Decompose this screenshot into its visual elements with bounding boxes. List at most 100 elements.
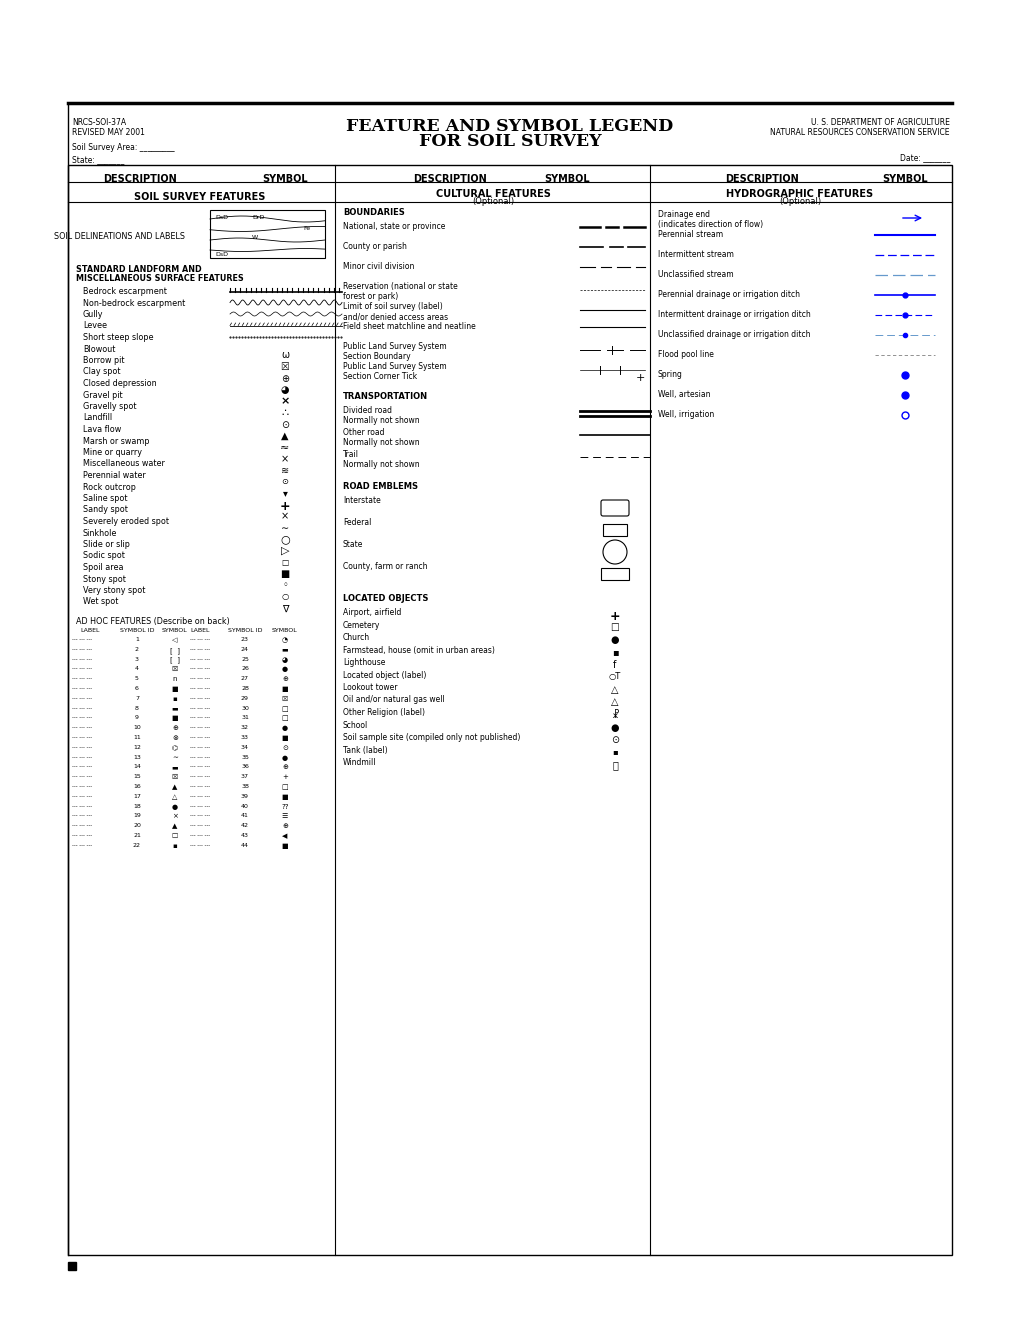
Text: Sodic spot: Sodic spot	[83, 552, 124, 561]
Text: ■: ■	[281, 686, 288, 692]
Text: Windmill: Windmill	[342, 758, 376, 767]
Text: ×: ×	[280, 396, 289, 407]
Text: 8: 8	[135, 706, 139, 710]
Text: Blowout: Blowout	[83, 345, 115, 354]
Text: HYDROGRAPHIC FEATURES: HYDROGRAPHIC FEATURES	[726, 189, 872, 199]
Text: [  ]: [ ]	[170, 647, 179, 653]
Text: ∼: ∼	[280, 523, 288, 533]
Text: ▾: ▾	[282, 488, 287, 499]
Text: n: n	[172, 676, 177, 682]
Bar	[602, 524, 627, 536]
Text: □: □	[281, 715, 288, 722]
Text: --- --- ---: --- --- ---	[72, 764, 92, 770]
Text: FOR SOIL SURVEY: FOR SOIL SURVEY	[418, 133, 601, 150]
Text: Federal: Federal	[342, 517, 371, 527]
Text: --- --- ---: --- --- ---	[190, 735, 210, 741]
Text: --- --- ---: --- --- ---	[190, 744, 210, 750]
Bar	[68, 165, 951, 1255]
Text: --- --- ---: --- --- ---	[72, 813, 92, 818]
Text: --- --- ---: --- --- ---	[190, 764, 210, 770]
Text: --- --- ---: --- --- ---	[72, 656, 92, 661]
Text: 2: 2	[135, 647, 139, 652]
Text: ⊕: ⊕	[282, 676, 287, 682]
Text: SYMBOL: SYMBOL	[272, 628, 298, 634]
Text: ◔: ◔	[281, 638, 287, 643]
Text: ☰: ☰	[281, 813, 287, 820]
Text: ■: ■	[280, 569, 289, 579]
Text: 20: 20	[132, 824, 141, 828]
Text: ≈: ≈	[280, 442, 289, 453]
Text: Non-bedrock escarpment: Non-bedrock escarpment	[83, 298, 185, 308]
Text: LABEL: LABEL	[81, 628, 100, 634]
Text: f: f	[612, 660, 616, 671]
Text: ◕: ◕	[281, 656, 287, 663]
Text: --- --- ---: --- --- ---	[190, 793, 210, 799]
Text: ◦: ◦	[282, 581, 287, 590]
Text: --- --- ---: --- --- ---	[72, 706, 92, 710]
Text: Church: Church	[342, 634, 370, 642]
Text: --- --- ---: --- --- ---	[72, 793, 92, 799]
Text: 11: 11	[133, 735, 141, 741]
Text: --- --- ---: --- --- ---	[72, 804, 92, 809]
Text: 6: 6	[135, 686, 139, 690]
Text: ●: ●	[281, 725, 287, 731]
Text: ▪: ▪	[172, 842, 177, 849]
Text: --- --- ---: --- --- ---	[190, 686, 210, 690]
Text: Clay spot: Clay spot	[83, 367, 120, 376]
Text: County, farm or ranch: County, farm or ranch	[342, 562, 427, 572]
Text: Borrow pit: Borrow pit	[83, 356, 124, 366]
Text: ⊙: ⊙	[280, 420, 288, 429]
Text: 31: 31	[240, 715, 249, 721]
Text: ●: ●	[281, 755, 287, 760]
Text: --- --- ---: --- --- ---	[190, 676, 210, 681]
Text: --- --- ---: --- --- ---	[72, 744, 92, 750]
Text: ●: ●	[610, 635, 619, 645]
Text: --- --- ---: --- --- ---	[72, 676, 92, 681]
Text: Cemetery: Cemetery	[342, 620, 380, 630]
Text: Lava flow: Lava flow	[83, 425, 121, 434]
Text: 42: 42	[240, 824, 249, 828]
Text: --- --- ---: --- --- ---	[72, 775, 92, 779]
Text: ⊙: ⊙	[281, 477, 288, 486]
Text: 44: 44	[240, 842, 249, 847]
Text: Landfill: Landfill	[83, 413, 112, 422]
Bar	[210, 210, 325, 257]
Text: ☐: ☐	[172, 833, 178, 840]
Text: Field sheet matchline and neatline: Field sheet matchline and neatline	[342, 322, 475, 331]
Text: 32: 32	[240, 725, 249, 730]
Text: MISCELLANEOUS SURFACE FEATURES: MISCELLANEOUS SURFACE FEATURES	[76, 275, 244, 282]
Text: 37: 37	[240, 775, 249, 779]
Text: ⊕: ⊕	[282, 824, 287, 829]
Text: 23: 23	[240, 638, 249, 642]
Text: Unclassified stream: Unclassified stream	[657, 271, 733, 279]
Text: 36: 36	[240, 764, 249, 770]
Text: ω: ω	[280, 351, 288, 360]
Text: □: □	[281, 784, 288, 789]
Text: □: □	[281, 706, 288, 711]
Text: ×: ×	[280, 454, 288, 465]
Text: --- --- ---: --- --- ---	[190, 667, 210, 672]
Text: Gravelly spot: Gravelly spot	[83, 403, 137, 411]
Text: --- --- ---: --- --- ---	[190, 706, 210, 710]
Text: ☒: ☒	[172, 775, 178, 780]
Text: --- --- ---: --- --- ---	[72, 833, 92, 838]
Text: 14: 14	[132, 764, 141, 770]
Text: 25: 25	[240, 656, 249, 661]
Text: --- --- ---: --- --- ---	[72, 696, 92, 701]
Text: ⊕: ⊕	[280, 374, 288, 384]
Text: --- --- ---: --- --- ---	[190, 842, 210, 847]
Text: County or parish: County or parish	[342, 242, 407, 251]
Text: Reservation (national or state
forest or park): Reservation (national or state forest or…	[342, 282, 458, 301]
Text: 26: 26	[240, 667, 249, 672]
Text: Airport, airfield: Airport, airfield	[342, 609, 401, 616]
Text: ▲: ▲	[172, 824, 177, 829]
Text: TRANSPORTATION: TRANSPORTATION	[342, 392, 428, 401]
Text: ☒: ☒	[172, 667, 178, 672]
Text: ×: ×	[280, 511, 288, 521]
Text: Trail
Normally not shown: Trail Normally not shown	[342, 450, 419, 470]
Text: Sinkhole: Sinkhole	[83, 528, 117, 537]
Text: Mine or quarry: Mine or quarry	[83, 447, 142, 457]
Text: 10: 10	[133, 725, 141, 730]
Circle shape	[602, 540, 627, 564]
Text: Oil and/or natural gas well: Oil and/or natural gas well	[342, 696, 444, 705]
